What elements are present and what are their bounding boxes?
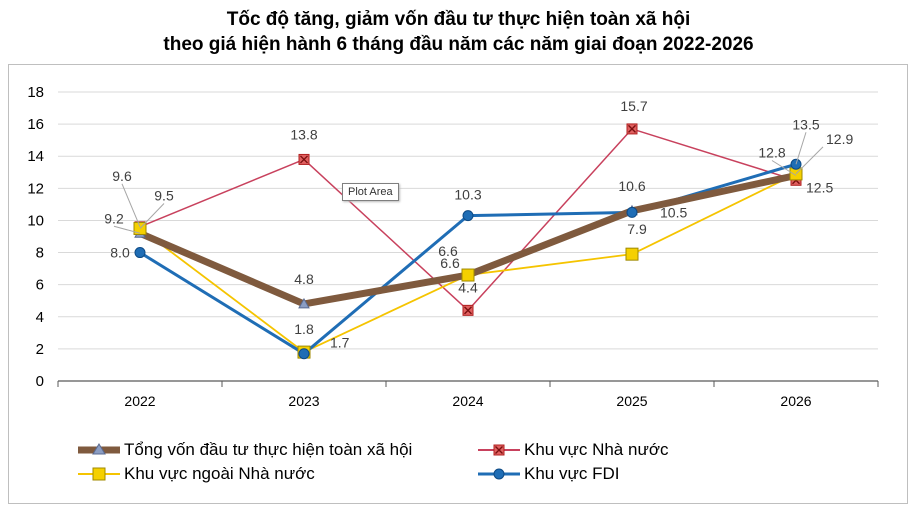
data-label-1-4: 12.5 bbox=[806, 179, 833, 195]
point-fdi-1 bbox=[298, 348, 310, 360]
x-tick-label-2025: 2025 bbox=[616, 393, 647, 409]
data-label-0-3: 10.6 bbox=[618, 178, 645, 194]
legend-label-total: Tổng vốn đầu tư thực hiện toàn xã hội bbox=[124, 440, 413, 459]
y-tick-label: 6 bbox=[36, 277, 44, 294]
legend-swatch-fdi bbox=[478, 468, 520, 480]
point-total-1 bbox=[298, 297, 310, 309]
legend-label-fdi: Khu vực FDI bbox=[524, 464, 620, 483]
data-label-2-3: 7.9 bbox=[627, 221, 647, 237]
x-tick-label-2024: 2024 bbox=[452, 393, 483, 409]
data-label-1-1: 13.8 bbox=[290, 126, 317, 142]
point-state-cross-3 bbox=[628, 124, 636, 133]
point-fdi-2 bbox=[462, 210, 474, 222]
leader-line bbox=[139, 203, 165, 229]
data-label-0-4: 12.8 bbox=[758, 144, 785, 160]
data-label-3-2: 10.3 bbox=[454, 187, 481, 203]
leader-line bbox=[795, 132, 807, 165]
leader-line bbox=[795, 146, 824, 175]
y-tick-label: 4 bbox=[36, 309, 44, 326]
chart-title-line-1: Tốc độ tăng, giảm vốn đầu tư thực hiện t… bbox=[226, 9, 691, 30]
y-tick-label: 10 bbox=[27, 212, 44, 229]
data-label-2-2: 6.6 bbox=[440, 255, 460, 271]
point-non-state-2 bbox=[461, 268, 475, 282]
data-label-2-4: 12.9 bbox=[826, 131, 853, 147]
x-tick-label-2022: 2022 bbox=[124, 393, 155, 409]
leader-line bbox=[121, 183, 141, 228]
data-label-3-1: 1.7 bbox=[330, 335, 350, 351]
y-tick-label: 2 bbox=[36, 341, 44, 358]
plot-area-tooltip: Plot Area bbox=[342, 183, 399, 201]
y-tick-label: 16 bbox=[27, 116, 44, 133]
y-tick-label: 14 bbox=[27, 148, 44, 165]
data-label-3-0: 8.0 bbox=[110, 245, 130, 261]
point-fdi-3 bbox=[626, 206, 638, 218]
point-fdi-0 bbox=[134, 247, 146, 259]
x-tick-label-2026: 2026 bbox=[780, 393, 811, 409]
legend-swatch-state bbox=[478, 444, 520, 456]
data-label-1-2: 4.4 bbox=[458, 279, 478, 295]
data-label-0-0: 9.2 bbox=[104, 210, 124, 226]
data-label-3-3: 10.5 bbox=[660, 204, 687, 220]
data-label-2-1: 1.8 bbox=[294, 321, 314, 337]
y-tick-label: 12 bbox=[27, 180, 44, 197]
legend-swatch-non-state bbox=[78, 467, 120, 481]
point-non-state-3 bbox=[625, 247, 639, 261]
data-label-1-0: 9.6 bbox=[112, 168, 132, 184]
legend-label-non-state: Khu vực ngoài Nhà nước bbox=[124, 464, 315, 483]
point-state-cross-1 bbox=[300, 155, 308, 164]
chart-title-line-2: theo giá hiện hành 6 tháng đầu năm các n… bbox=[163, 34, 754, 55]
point-state-cross-2 bbox=[464, 306, 472, 315]
legend-swatch-total bbox=[78, 443, 120, 455]
x-tick-label-2023: 2023 bbox=[288, 393, 319, 409]
data-label-2-0: 9.5 bbox=[154, 187, 174, 203]
data-label-0-1: 4.8 bbox=[294, 271, 314, 287]
y-tick-label: 18 bbox=[27, 84, 44, 101]
data-label-1-3: 15.7 bbox=[620, 98, 647, 114]
chart-area[interactable] bbox=[8, 64, 908, 504]
legend-label-state: Khu vực Nhà nước bbox=[524, 440, 669, 459]
y-tick-label: 8 bbox=[36, 245, 44, 262]
y-tick-label: 0 bbox=[36, 373, 44, 390]
leader-line bbox=[771, 160, 797, 176]
data-label-3-4: 13.5 bbox=[792, 116, 819, 132]
leader-line bbox=[113, 225, 141, 234]
data-label-0-2: 6.6 bbox=[438, 243, 458, 259]
